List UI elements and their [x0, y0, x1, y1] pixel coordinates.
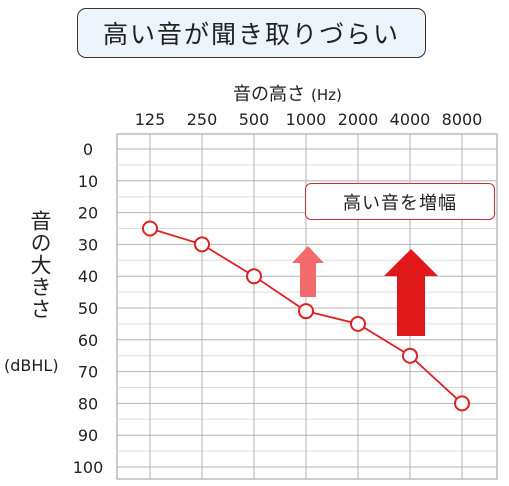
tick-labels: 125 250 500 1000 2000 4000 8000 0 10 20 30 40 50 60 70… [73, 110, 483, 477]
y-tick-label: 80 [78, 394, 98, 413]
y-tick-label: 30 [78, 235, 98, 254]
x-tick-label: 500 [239, 110, 270, 129]
large-up-arrow [384, 249, 438, 336]
data-point [246, 268, 262, 285]
data-point [350, 315, 366, 332]
data-point [298, 303, 314, 320]
y-tick-label: 70 [78, 363, 98, 382]
x-axis-unit: (Hz) [311, 86, 342, 104]
y-axis-unit: (dBHL) [4, 356, 59, 375]
arrows [292, 246, 438, 336]
annotation-box: 高い音を増幅 [305, 183, 495, 220]
series [142, 220, 470, 412]
y-tick-label: 0 [83, 140, 93, 159]
small-up-arrow [292, 246, 324, 297]
y-axis-label: 音の大きさ [28, 210, 52, 320]
y-tick-label: 10 [78, 172, 98, 191]
data-point [454, 395, 470, 412]
chart-title: 高い音が聞き取りづらい [77, 8, 426, 58]
x-tick-label: 125 [135, 110, 166, 129]
y-tick-label: 50 [78, 299, 98, 318]
x-tick-label: 2000 [338, 110, 379, 129]
x-tick-label: 4000 [390, 110, 431, 129]
x-tick-label: 1000 [286, 110, 327, 129]
data-point [194, 236, 210, 253]
y-tick-label: 20 [78, 204, 98, 223]
x-axis-title: 音の高さ (Hz) [233, 80, 342, 106]
x-axis-label: 音の高さ [233, 84, 305, 105]
x-tick-label: 8000 [442, 110, 483, 129]
x-tick-label: 250 [187, 110, 218, 129]
data-point [142, 220, 158, 237]
y-tick-label: 90 [78, 426, 98, 445]
y-tick-label: 60 [78, 331, 98, 350]
data-point [402, 347, 418, 364]
y-tick-label: 40 [78, 267, 98, 286]
y-tick-label: 100 [73, 458, 104, 477]
